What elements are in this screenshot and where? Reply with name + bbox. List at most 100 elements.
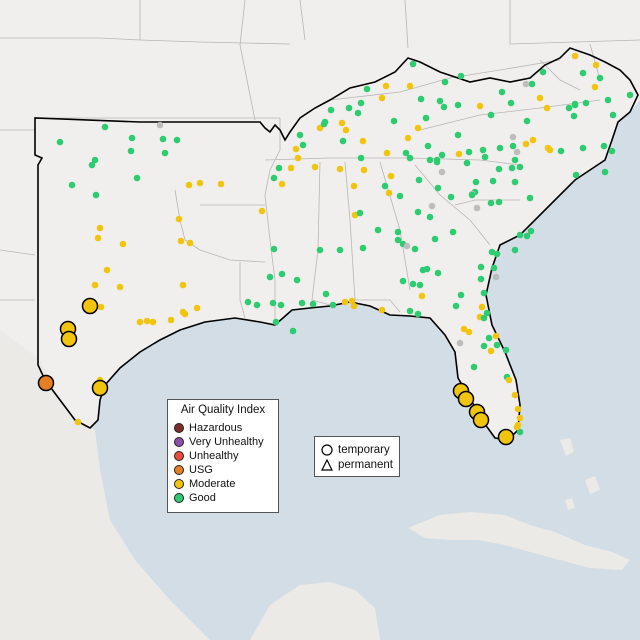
monitor-dot[interactable] — [526, 194, 534, 202]
monitor-dot[interactable] — [159, 135, 167, 143]
monitor-dot[interactable] — [502, 346, 510, 354]
monitor-dot[interactable] — [596, 74, 604, 82]
monitor-dot[interactable] — [181, 310, 189, 318]
monitor-dot[interactable] — [387, 172, 395, 180]
monitor-dot[interactable] — [97, 303, 105, 311]
monitor-dot[interactable] — [485, 334, 493, 342]
monitor-dot[interactable] — [440, 103, 448, 111]
monitor-dot[interactable] — [348, 297, 356, 305]
monitor-dot[interactable] — [416, 281, 424, 289]
monitor-dot[interactable] — [316, 246, 324, 254]
monitor-dot[interactable] — [293, 276, 301, 284]
monitor-dot[interactable] — [253, 301, 261, 309]
monitor-dot[interactable] — [489, 177, 497, 185]
monitor-dot[interactable] — [511, 178, 519, 186]
monitor-dot[interactable] — [350, 182, 358, 190]
monitor-dot[interactable] — [516, 428, 524, 436]
monitor-dot[interactable] — [409, 280, 417, 288]
monitor-dot[interactable] — [609, 111, 617, 119]
monitor-dot[interactable] — [294, 154, 302, 162]
monitor-dot[interactable] — [492, 332, 500, 340]
monitor-dot[interactable] — [511, 246, 519, 254]
monitor-dot[interactable] — [477, 275, 485, 283]
monitor-dot[interactable] — [101, 123, 109, 131]
monitor-dot[interactable] — [522, 140, 530, 148]
monitor-dot[interactable] — [438, 151, 446, 159]
monitor-dot[interactable] — [411, 245, 419, 253]
monitor-dot[interactable] — [522, 80, 530, 88]
monitor-dot[interactable] — [156, 121, 164, 129]
monitor-dot[interactable] — [374, 226, 382, 234]
monitor-marker-large[interactable] — [457, 390, 475, 408]
monitor-dot[interactable] — [382, 82, 390, 90]
monitor-marker-large[interactable] — [472, 411, 490, 429]
monitor-dot[interactable] — [88, 161, 96, 169]
monitor-dot[interactable] — [406, 307, 414, 315]
monitor-dot[interactable] — [454, 101, 462, 109]
monitor-dot[interactable] — [477, 263, 485, 271]
monitor-marker-large[interactable] — [37, 374, 55, 392]
monitor-dot[interactable] — [278, 180, 286, 188]
monitor-dot[interactable] — [68, 181, 76, 189]
monitor-dot[interactable] — [543, 104, 551, 112]
monitor-dot[interactable] — [523, 232, 531, 240]
monitor-dot[interactable] — [338, 119, 346, 127]
monitor-dot[interactable] — [516, 163, 524, 171]
monitor-dot[interactable] — [244, 298, 252, 306]
monitor-dot[interactable] — [278, 270, 286, 278]
monitor-dot[interactable] — [329, 301, 337, 309]
monitor-dot[interactable] — [604, 96, 612, 104]
monitor-dot[interactable] — [492, 273, 500, 281]
monitor-dot[interactable] — [311, 163, 319, 171]
monitor-dot[interactable] — [385, 189, 393, 197]
monitor-dot[interactable] — [495, 198, 503, 206]
monitor-dot[interactable] — [498, 88, 506, 96]
monitor-dot[interactable] — [536, 94, 544, 102]
monitor-dot[interactable] — [357, 154, 365, 162]
monitor-dot[interactable] — [465, 148, 473, 156]
monitor-dot[interactable] — [266, 273, 274, 281]
monitor-dot[interactable] — [143, 317, 151, 325]
monitor-dot[interactable] — [91, 281, 99, 289]
monitor-dot[interactable] — [296, 131, 304, 139]
monitor-dot[interactable] — [196, 179, 204, 187]
monitor-dot[interactable] — [404, 134, 412, 142]
monitor-dot[interactable] — [513, 423, 521, 431]
monitor-dot[interactable] — [399, 277, 407, 285]
monitor-dot[interactable] — [327, 106, 335, 114]
monitor-dot[interactable] — [193, 304, 201, 312]
monitor-dot[interactable] — [487, 347, 495, 355]
monitor-dot[interactable] — [56, 138, 64, 146]
monitor-dot[interactable] — [470, 363, 478, 371]
monitor-dot[interactable] — [516, 414, 524, 422]
monitor-dot[interactable] — [460, 325, 468, 333]
monitor-marker-large[interactable] — [81, 297, 99, 315]
monitor-dot[interactable] — [480, 342, 488, 350]
monitor-dot[interactable] — [217, 180, 225, 188]
monitor-dot[interactable] — [185, 181, 193, 189]
monitor-dot[interactable] — [299, 141, 307, 149]
monitor-dot[interactable] — [428, 202, 436, 210]
monitor-dot[interactable] — [390, 117, 398, 125]
monitor-dot[interactable] — [415, 176, 423, 184]
monitor-dot[interactable] — [103, 266, 111, 274]
monitor-dot[interactable] — [523, 117, 531, 125]
monitor-dot[interactable] — [383, 149, 391, 157]
monitor-dot[interactable] — [480, 289, 488, 297]
monitor-dot[interactable] — [357, 99, 365, 107]
monitor-dot[interactable] — [342, 126, 350, 134]
monitor-dot[interactable] — [277, 301, 285, 309]
monitor-dot[interactable] — [424, 142, 432, 150]
monitor-dot[interactable] — [431, 235, 439, 243]
monitor-dot[interactable] — [579, 69, 587, 77]
monitor-dot[interactable] — [570, 112, 578, 120]
monitor-dot[interactable] — [320, 120, 328, 128]
monitor-dot[interactable] — [350, 302, 358, 310]
monitor-dot[interactable] — [345, 104, 353, 112]
monitor-dot[interactable] — [175, 215, 183, 223]
monitor-dot[interactable] — [472, 178, 480, 186]
monitor-dot[interactable] — [378, 306, 386, 314]
monitor-dot[interactable] — [579, 144, 587, 152]
monitor-dot[interactable] — [309, 300, 317, 308]
